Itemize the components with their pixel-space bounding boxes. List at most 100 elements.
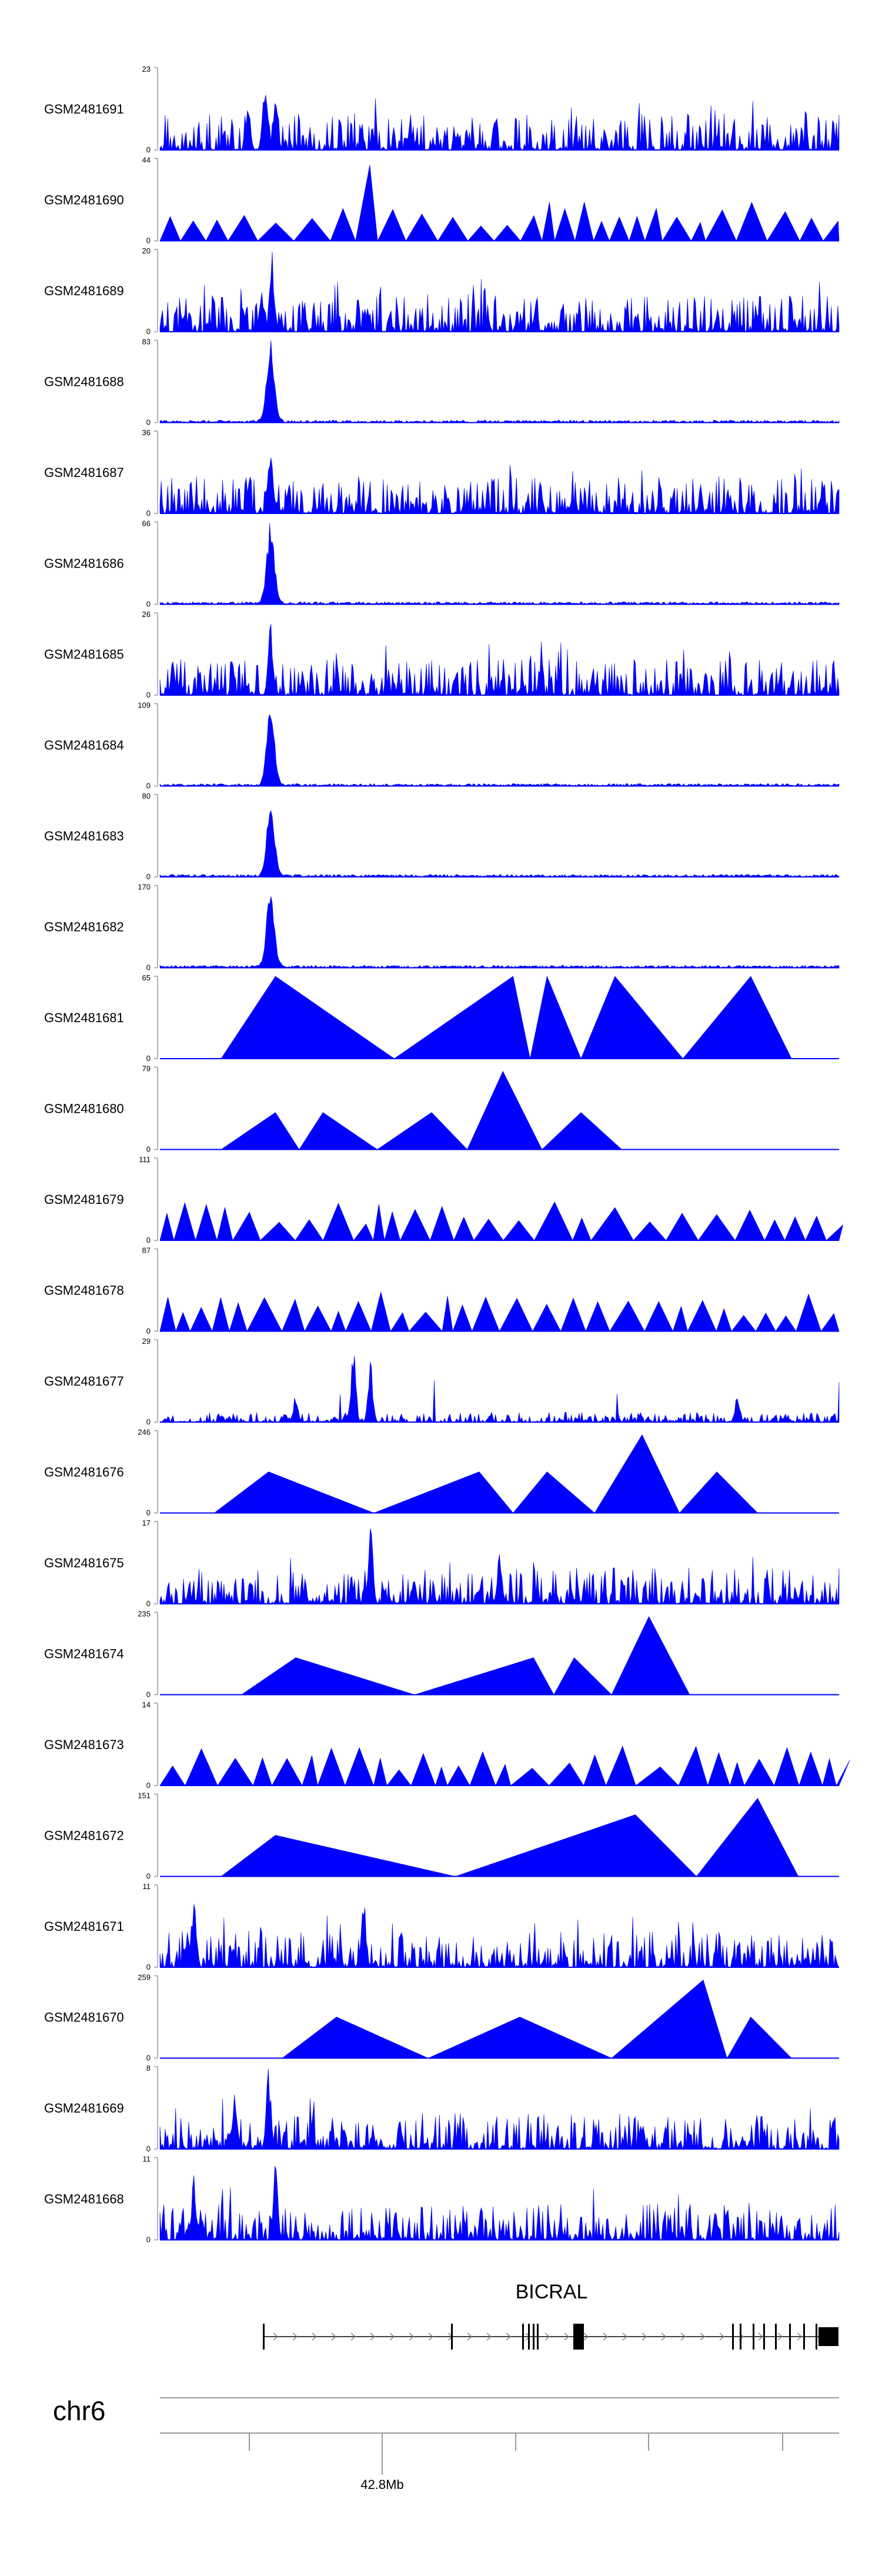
scale-min-label: 0 xyxy=(146,782,151,790)
strand-arrow xyxy=(583,2333,589,2341)
scale-min-label: 0 xyxy=(146,418,151,427)
track-GSM2481683: GSM2481683 80 0 xyxy=(44,792,840,881)
scale-max-label: 8 xyxy=(146,2064,151,2073)
strand-arrow xyxy=(622,2333,627,2341)
scale-max-label: 14 xyxy=(142,1700,151,1709)
scale-min-label: 0 xyxy=(146,509,151,518)
track-GSM2481679: GSM2481679 111 0 xyxy=(44,1155,844,1244)
scale-min-label: 0 xyxy=(146,1690,151,1699)
signal-area xyxy=(160,1616,839,1696)
exon xyxy=(816,2324,817,2350)
track-GSM2481673: GSM2481673 14 0 xyxy=(44,1700,850,1790)
signal-area xyxy=(159,714,840,787)
strand-arrow xyxy=(506,2333,511,2341)
track-GSM2481674: GSM2481674 235 0 xyxy=(44,1610,839,1699)
scale-min-label: 0 xyxy=(146,1872,151,1881)
scale-max-label: 83 xyxy=(142,338,151,346)
exon xyxy=(763,2324,765,2350)
scale-min-label: 0 xyxy=(146,1327,151,1336)
track-label: GSM2481682 xyxy=(44,920,124,935)
track-GSM2481676: GSM2481676 246 0 xyxy=(44,1428,839,1517)
track-label: GSM2481668 xyxy=(44,2192,124,2207)
scale-max-label: 17 xyxy=(142,1519,151,1527)
scale-max-label: 36 xyxy=(142,428,151,437)
strand-arrow xyxy=(661,2333,666,2341)
signal-area xyxy=(159,1292,840,1332)
track-GSM2481688: GSM2481688 83 0 xyxy=(44,338,840,427)
scale-max-label: 246 xyxy=(138,1428,151,1437)
signal-area xyxy=(159,95,840,151)
scale-min-label: 0 xyxy=(146,1509,151,1517)
strand-arrow xyxy=(350,2333,356,2341)
track-GSM2481685: GSM2481685 26 0 xyxy=(44,610,840,699)
track-GSM2481690: GSM2481690 44 0 xyxy=(44,156,840,245)
scale-max-label: 44 xyxy=(142,156,151,165)
track-label: GSM2481672 xyxy=(44,1828,124,1843)
strand-arrow xyxy=(564,2333,569,2341)
scale-max-label: 23 xyxy=(142,65,151,74)
signal-area xyxy=(159,810,840,877)
track-GSM2481672: GSM2481672 151 0 xyxy=(44,1791,839,1881)
scale-min-label: 0 xyxy=(146,1236,151,1244)
track-label: GSM2481679 xyxy=(44,1192,124,1207)
strand-arrow xyxy=(273,2333,278,2341)
track-label: GSM2481681 xyxy=(44,1010,124,1025)
strand-arrow xyxy=(312,2333,317,2341)
track-GSM2481670: GSM2481670 259 0 xyxy=(44,1973,839,2063)
scale-max-label: 11 xyxy=(143,2155,151,2164)
exon-utr xyxy=(818,2327,838,2346)
track-label: GSM2481689 xyxy=(44,283,124,298)
track-label: GSM2481674 xyxy=(44,1647,124,1661)
scale-min-label: 0 xyxy=(146,600,151,609)
scale-max-label: 235 xyxy=(138,1610,151,1619)
strand-arrow xyxy=(758,2333,763,2341)
strand-arrow xyxy=(603,2333,608,2341)
signal-area xyxy=(159,340,840,423)
track-GSM2481675: GSM2481675 17 0 xyxy=(44,1519,840,1608)
track-label: GSM2481691 xyxy=(44,102,124,116)
signal-area xyxy=(159,457,840,515)
strand-arrow xyxy=(700,2333,705,2341)
strand-arrow xyxy=(467,2333,472,2341)
scale-min-label: 0 xyxy=(146,963,151,972)
scale-max-label: 26 xyxy=(142,610,151,619)
exon xyxy=(753,2324,754,2350)
scale-max-label: 170 xyxy=(138,883,151,892)
strand-arrow xyxy=(544,2333,550,2341)
scale-min-label: 0 xyxy=(146,1145,151,1154)
strand-arrow xyxy=(777,2333,783,2341)
scale-max-label: 109 xyxy=(138,701,151,710)
signal-area xyxy=(159,1355,840,1423)
scale-max-label: 66 xyxy=(142,519,151,528)
signal-area xyxy=(159,2165,840,2241)
track-GSM2481681: GSM2481681 65 0 xyxy=(44,973,839,1063)
track-label: GSM2481671 xyxy=(44,1919,124,1934)
scale-min-label: 0 xyxy=(146,2235,151,2244)
scale-max-label: 11 xyxy=(143,1882,151,1891)
track-label: GSM2481677 xyxy=(44,1374,124,1389)
strand-arrow xyxy=(370,2333,375,2341)
exon xyxy=(451,2324,453,2350)
track-label: GSM2481669 xyxy=(44,2101,124,2115)
track-GSM2481682: GSM2481682 170 0 xyxy=(44,883,840,972)
strand-arrow xyxy=(292,2333,298,2341)
strand-arrow xyxy=(428,2333,433,2341)
track-label: GSM2481683 xyxy=(44,829,124,843)
exon xyxy=(522,2324,524,2350)
axis-tick-label: 42.8Mb xyxy=(360,2477,403,2492)
exon xyxy=(775,2324,777,2350)
scale-min-label: 0 xyxy=(146,1781,151,1790)
scale-min-label: 0 xyxy=(146,327,151,336)
strand-arrow xyxy=(642,2333,647,2341)
scale-min-label: 0 xyxy=(146,2144,151,2153)
track-label: GSM2481690 xyxy=(44,193,124,208)
chromosome-label: chr6 xyxy=(53,2395,105,2426)
exon xyxy=(528,2324,530,2350)
signal-area xyxy=(160,975,839,1059)
signal-area xyxy=(160,1070,839,1150)
exon xyxy=(533,2324,534,2350)
signal-area xyxy=(159,623,840,696)
scale-min-label: 0 xyxy=(146,145,151,154)
track-label: GSM2481675 xyxy=(44,1556,124,1570)
